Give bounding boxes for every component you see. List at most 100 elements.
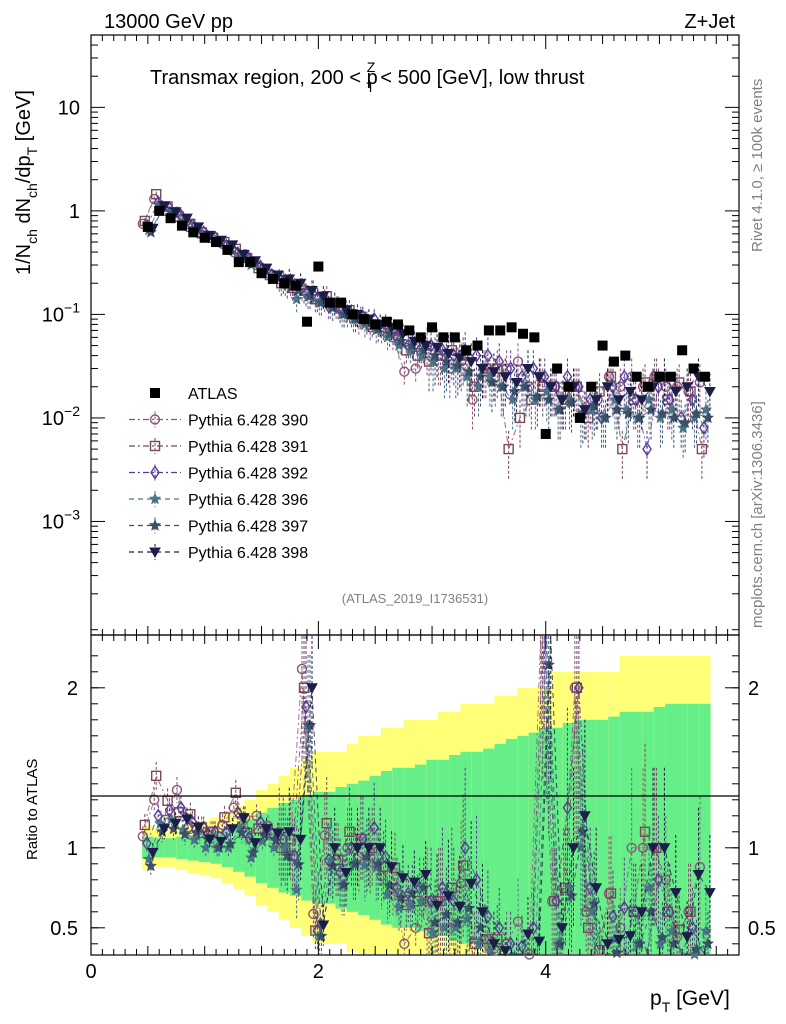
point-s397	[474, 370, 487, 383]
point-s398	[635, 395, 648, 406]
ratio-point-s398	[374, 843, 387, 854]
point-s397	[656, 406, 669, 420]
ratio-point-s390	[149, 794, 160, 805]
ratio-point-s398	[362, 843, 375, 854]
data-point	[665, 371, 676, 382]
ratio-point-s392	[369, 820, 380, 836]
analysis-id: (ATLAS_2019_I1736531)	[342, 591, 488, 606]
ratio-point-s391	[605, 888, 617, 899]
ratio-point-s398	[704, 888, 716, 899]
y-tick-exp: −2	[64, 403, 80, 419]
ratio-point-s398	[556, 923, 568, 934]
ratio-point-s397	[633, 937, 647, 950]
x-tick-label: 2	[313, 961, 324, 983]
main-y-label: 1/Nch dNch/dpT [GeV]	[13, 90, 40, 275]
ratio-point-s391	[457, 860, 469, 871]
ratio-point-s398	[658, 843, 671, 854]
point-s392	[505, 361, 516, 376]
data-point	[211, 237, 222, 248]
ratio-point-s390	[626, 842, 637, 853]
data-point	[358, 314, 369, 325]
legend-label-s398: Pythia 6.428 398	[188, 545, 308, 562]
point-s397	[519, 380, 533, 393]
ratio-point-s398	[294, 834, 307, 846]
legend-marker-s392	[150, 465, 160, 480]
ratio-point-s397	[326, 859, 340, 872]
point-s392	[517, 369, 527, 384]
point-s397	[485, 375, 499, 388]
ratio-point-s392	[176, 800, 186, 816]
point-s398	[704, 386, 716, 398]
ratio-point-s397	[462, 901, 476, 914]
band-inner-bin	[517, 735, 529, 954]
band-inner-bin	[562, 723, 575, 954]
band-inner-bin	[437, 759, 450, 936]
ratio-point-s390	[137, 831, 149, 842]
point-s390	[512, 356, 524, 367]
point-s391	[605, 371, 617, 382]
band-inner-bin	[187, 835, 199, 861]
ratio-point-s397	[371, 857, 385, 870]
ratio-point-s398	[476, 907, 489, 918]
ratio-point-s392	[664, 904, 675, 920]
x-tick-label: 4	[540, 961, 551, 983]
point-s397	[678, 416, 692, 429]
legend-label-s397: Pythia 6.428 397	[188, 519, 308, 536]
ratio-point-s397	[246, 846, 260, 859]
y-tick-label: 10−1	[42, 299, 80, 326]
point-s397	[383, 327, 396, 340]
ratio-point-s397	[144, 859, 158, 872]
ratio-point-s398	[169, 818, 182, 830]
ratio-point-s398	[283, 827, 296, 838]
ratio-point-s397	[292, 857, 305, 871]
ratio-point-s397	[656, 930, 669, 943]
point-s392	[619, 369, 630, 384]
ratio-point-s392	[653, 872, 664, 888]
data-point	[597, 340, 608, 351]
ratio-point-s392	[426, 893, 436, 909]
ratio-point-s397	[212, 841, 226, 854]
point-s397	[644, 403, 658, 416]
ratio-point-s398	[181, 814, 193, 825]
ratio-point-s397	[587, 897, 601, 910]
data-point	[392, 319, 403, 330]
ratio-point-s397	[644, 905, 658, 918]
band-inner-bin	[653, 707, 666, 954]
data-point	[586, 381, 597, 392]
band-inner-bin	[687, 703, 700, 954]
ratio-point-s398	[488, 939, 500, 950]
ratio-point-s397	[610, 946, 624, 959]
title-prefix: Transmax region, 200 < p	[150, 67, 378, 89]
ratio-point-s397	[474, 921, 487, 934]
ratio-point-s398	[669, 888, 682, 899]
band-inner-bin	[358, 780, 370, 915]
ratio-point-s391	[583, 922, 594, 933]
ratio-point-s391	[639, 826, 651, 837]
ratio-y-tick-label-right: 1	[748, 838, 759, 860]
ratio-point-s391	[571, 682, 583, 693]
ratio-point-s398	[613, 934, 625, 946]
data-point	[267, 273, 278, 284]
band-inner-bin	[460, 751, 472, 944]
band-inner-bin	[164, 838, 177, 858]
legend-marker-s390	[149, 414, 161, 425]
data-point	[449, 332, 460, 343]
data-point	[302, 316, 312, 327]
band-inner-bin	[324, 791, 336, 904]
ratio-point-s397	[360, 850, 374, 863]
y-tick-label: 1	[69, 201, 80, 223]
point-s390	[399, 366, 410, 377]
ratio-point-s391	[230, 787, 241, 798]
point-s392	[664, 392, 675, 407]
data-point	[563, 381, 574, 392]
ratio-y-tick-label-right: 0.5	[748, 918, 776, 940]
ratio-point-s398	[306, 683, 318, 694]
point-s398	[317, 291, 330, 303]
ratio-point-s392	[210, 824, 220, 840]
ratio-point-s398	[692, 869, 705, 881]
data-point	[222, 244, 233, 255]
ratio-point-s392	[437, 880, 448, 896]
main-series-marks	[137, 188, 716, 481]
point-s392	[642, 441, 652, 457]
point-s391	[503, 443, 514, 455]
